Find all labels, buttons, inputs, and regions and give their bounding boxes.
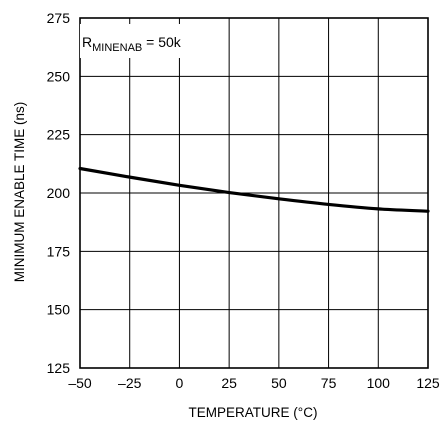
- x-tick-label: –50: [68, 375, 92, 391]
- annotation-text: RMINENAB = 50k: [82, 34, 182, 54]
- y-tick-label: 225: [47, 127, 71, 143]
- x-tick-label: 75: [321, 375, 337, 391]
- y-tick-label: 275: [47, 10, 71, 26]
- y-tick-label: 150: [47, 302, 71, 318]
- annotation-prefix: R: [82, 34, 92, 50]
- annotation-suffix: = 50k: [142, 34, 182, 50]
- annotation-subscript: MINENAB: [92, 42, 142, 54]
- annotation-label: RMINENAB = 50k: [80, 24, 206, 58]
- y-tick-label: 250: [47, 68, 71, 84]
- y-tick-label: 200: [47, 185, 71, 201]
- x-tick-label: 0: [176, 375, 184, 391]
- x-tick-label: 25: [221, 375, 237, 391]
- y-tick-label: 125: [47, 360, 71, 376]
- x-tick-label: 50: [271, 375, 287, 391]
- grid: [80, 18, 428, 368]
- y-axis-label: MINIMUM ENABLE TIME (ns): [12, 102, 27, 283]
- tick-labels: –50 –25 0 25 50 75 100 125 125 150 175 200 225 250 275: [47, 10, 440, 391]
- y-tick-label: 175: [47, 243, 71, 259]
- x-axis-label: TEMPERATURE (°C): [189, 405, 318, 420]
- plot-frame: [79, 17, 429, 369]
- x-tick-label: 125: [416, 375, 440, 391]
- x-tick-label: 100: [367, 375, 391, 391]
- series-line: [78, 166, 430, 213]
- x-tick-label: –25: [118, 375, 142, 391]
- data-series: [78, 166, 430, 213]
